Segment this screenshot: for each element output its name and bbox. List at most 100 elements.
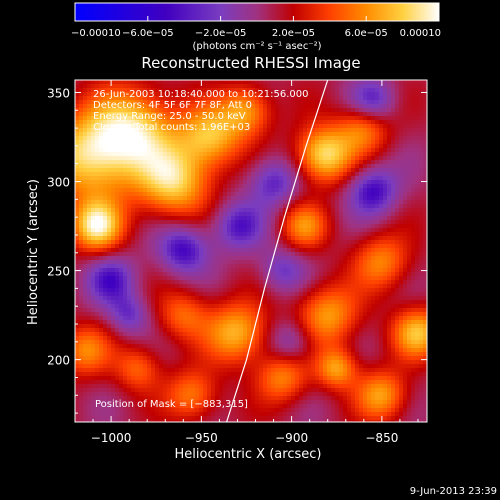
heatmap-cell xyxy=(423,300,427,304)
heatmap-cell xyxy=(235,240,239,244)
heatmap-cell xyxy=(339,116,343,120)
heatmap-cell xyxy=(215,212,219,216)
heatmap-cell xyxy=(403,212,407,216)
heatmap-cell xyxy=(303,196,307,200)
heatmap-cell xyxy=(91,80,95,84)
heatmap-cell xyxy=(371,196,375,200)
heatmap-cell xyxy=(83,192,87,196)
heatmap-cell xyxy=(327,80,331,84)
heatmap-cell xyxy=(399,260,403,264)
heatmap-cell xyxy=(91,160,95,164)
heatmap-cell xyxy=(207,296,211,300)
heatmap-cell xyxy=(383,220,387,224)
heatmap-cell xyxy=(391,176,395,180)
heatmap-cell xyxy=(355,192,359,196)
heatmap-cell xyxy=(391,240,395,244)
heatmap-cell xyxy=(87,208,91,212)
heatmap-cell xyxy=(99,108,103,112)
heatmap-cell xyxy=(159,256,163,260)
heatmap-cell xyxy=(267,248,271,252)
heatmap-cell xyxy=(315,212,319,216)
heatmap-cell xyxy=(283,116,287,120)
heatmap-cell xyxy=(299,180,303,184)
heatmap-cell xyxy=(147,256,151,260)
heatmap-cell xyxy=(379,132,383,136)
heatmap-cell xyxy=(131,300,135,304)
heatmap-cell xyxy=(335,260,339,264)
heatmap-cell xyxy=(215,284,219,288)
heatmap-cell xyxy=(247,164,251,168)
heatmap-cell xyxy=(415,280,419,284)
heatmap-cell xyxy=(207,236,211,240)
heatmap-cell xyxy=(87,100,91,104)
heatmap-cell xyxy=(135,144,139,148)
heatmap-cell xyxy=(211,260,215,264)
heatmap-cell xyxy=(163,288,167,292)
heatmap-cell xyxy=(143,272,147,276)
heatmap-cell xyxy=(143,116,147,120)
heatmap-cell xyxy=(395,220,399,224)
heatmap-cell xyxy=(359,116,363,120)
heatmap-cell xyxy=(191,92,195,96)
heatmap-cell xyxy=(159,132,163,136)
heatmap-cell xyxy=(227,160,231,164)
heatmap-cell xyxy=(147,264,151,268)
heatmap-cell xyxy=(211,92,215,96)
heatmap-cell xyxy=(339,88,343,92)
heatmap-cell xyxy=(175,176,179,180)
heatmap-cell xyxy=(155,132,159,136)
heatmap-cell xyxy=(391,136,395,140)
heatmap-cell xyxy=(279,124,283,128)
heatmap-cell xyxy=(363,96,367,100)
heatmap-cell xyxy=(239,160,243,164)
heatmap-cell xyxy=(231,148,235,152)
heatmap-cell xyxy=(119,84,123,88)
heatmap-cell xyxy=(171,88,175,92)
heatmap-cell xyxy=(343,200,347,204)
heatmap-cell xyxy=(143,204,147,208)
heatmap-cell xyxy=(355,260,359,264)
heatmap-cell xyxy=(79,268,83,272)
heatmap-cell xyxy=(223,268,227,272)
heatmap-cell xyxy=(211,300,215,304)
heatmap-cell xyxy=(359,248,363,252)
heatmap-cell xyxy=(411,112,415,116)
heatmap-cell xyxy=(283,264,287,268)
heatmap-cell xyxy=(235,188,239,192)
heatmap-cell xyxy=(359,120,363,124)
heatmap-cell xyxy=(223,232,227,236)
heatmap-cell xyxy=(295,112,299,116)
heatmap-cell xyxy=(187,224,191,228)
heatmap-cell xyxy=(87,300,91,304)
heatmap-cell xyxy=(347,228,351,232)
heatmap-cell xyxy=(147,196,151,200)
heatmap-cell xyxy=(139,208,143,212)
heatmap-cell xyxy=(111,288,115,292)
heatmap-cell xyxy=(299,288,303,292)
heatmap-cell xyxy=(379,176,383,180)
heatmap-cell xyxy=(211,192,215,196)
heatmap-cell xyxy=(167,280,171,284)
heatmap-cell xyxy=(99,124,103,128)
heatmap-cell xyxy=(231,248,235,252)
heatmap-cell xyxy=(423,164,427,168)
heatmap-cell xyxy=(363,196,367,200)
heatmap-cell xyxy=(291,92,295,96)
heatmap-cell xyxy=(227,116,231,120)
heatmap-cell xyxy=(327,96,331,100)
heatmap-cell xyxy=(99,188,103,192)
heatmap-cell xyxy=(139,248,143,252)
heatmap-cell xyxy=(383,104,387,108)
heatmap-cell xyxy=(139,272,143,276)
heatmap-cell xyxy=(195,204,199,208)
heatmap-cell xyxy=(183,244,187,248)
heatmap-cell xyxy=(151,204,155,208)
heatmap-cell xyxy=(319,176,323,180)
heatmap-cell xyxy=(151,116,155,120)
heatmap-cell xyxy=(171,80,175,84)
heatmap-cell xyxy=(187,280,191,284)
heatmap-cell xyxy=(139,88,143,92)
heatmap-cell xyxy=(103,160,107,164)
heatmap-cell xyxy=(99,220,103,224)
heatmap-cell xyxy=(395,112,399,116)
